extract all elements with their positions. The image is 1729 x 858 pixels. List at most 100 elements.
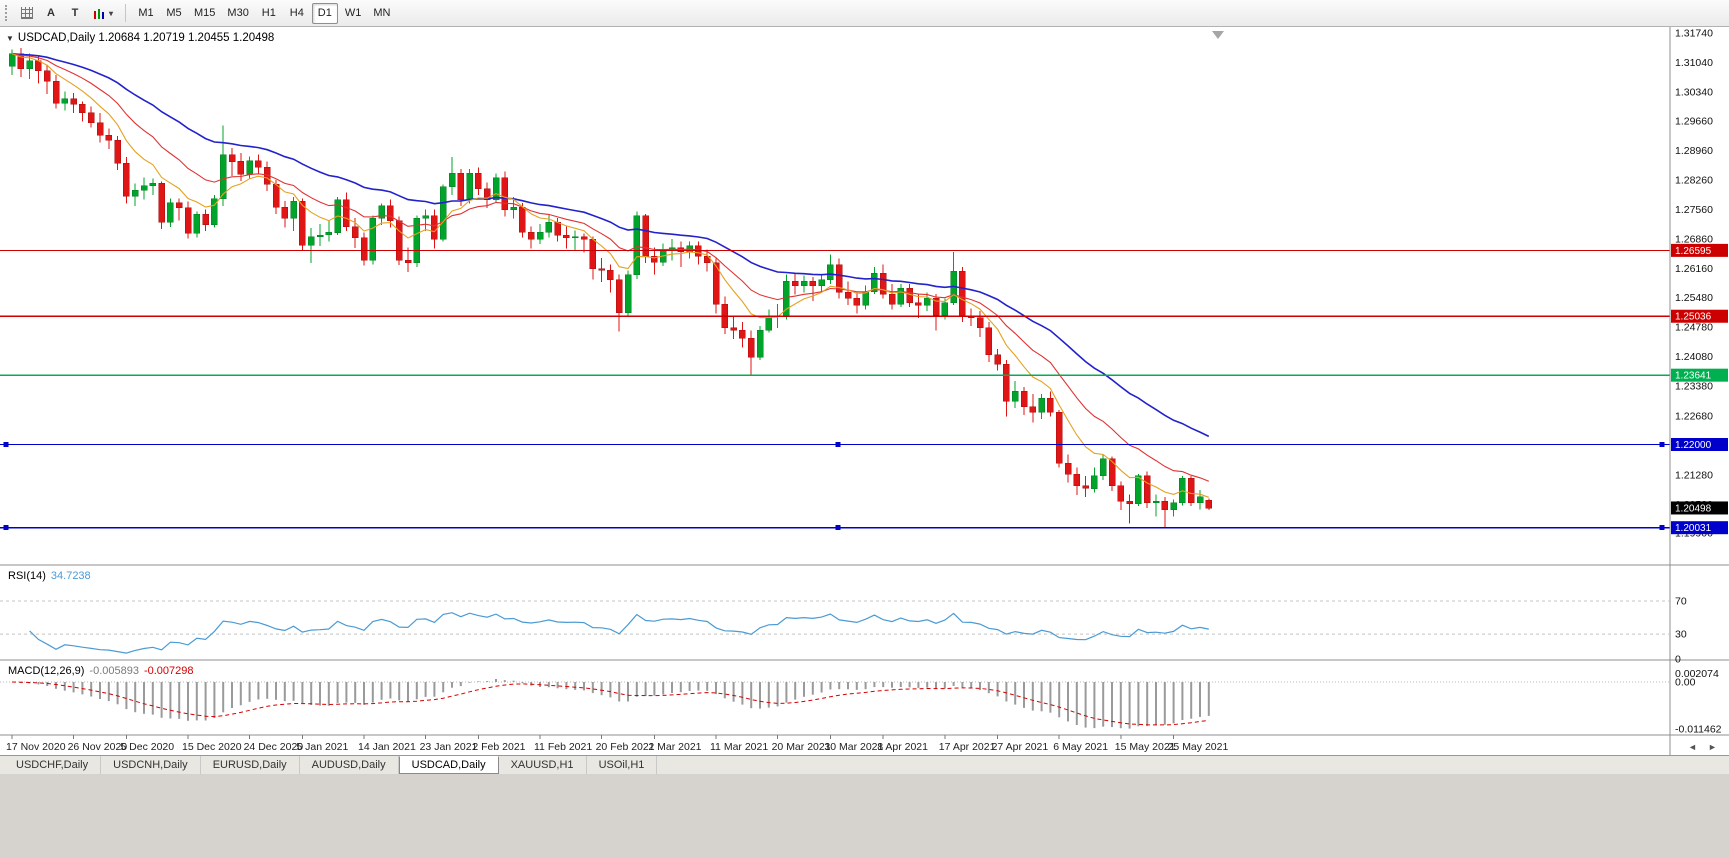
macd-label: MACD(12,26,9) -0.005893 -0.007298: [8, 665, 194, 677]
chart-info-label: ▼ USDCAD,Daily 1.20684 1.20719 1.20455 1.…: [6, 32, 274, 44]
ma-fast-line: [11, 53, 1209, 498]
timeframe-button-h1[interactable]: H1: [256, 3, 282, 24]
price-axis-label: 1.31740: [1675, 27, 1713, 39]
date-axis-label: 11 Mar 2021: [710, 741, 768, 753]
indicators-icon: [93, 6, 106, 20]
chevron-down-icon: ▾: [109, 8, 114, 18]
price-axis[interactable]: 1.31740 1.31040 1.30340 1.29660 1.28960 1.282…: [1671, 27, 1728, 540]
line-handle[interactable]: [3, 525, 9, 531]
date-axis-label: 5 Dec 2020: [120, 741, 174, 753]
rsi-axis-label: 70: [1675, 596, 1687, 608]
price-axis-label: 1.22680: [1675, 410, 1713, 422]
price-axis-label: 1.26860: [1675, 234, 1713, 246]
scroll-right-icon[interactable]: ►: [1708, 742, 1717, 752]
price-axis-label: 1.28260: [1675, 175, 1713, 187]
date-axis-label: 6 May 2021: [1053, 741, 1108, 753]
timeframe-button-w1[interactable]: W1: [340, 3, 367, 24]
line-handle[interactable]: [835, 525, 841, 531]
hline-price-badge-label: 1.20031: [1675, 523, 1712, 534]
line-handle[interactable]: [1659, 442, 1665, 448]
text-tool-button[interactable]: T: [64, 3, 86, 24]
price-axis-label: 1.25480: [1675, 292, 1713, 304]
price-axis-label: 1.27560: [1675, 204, 1713, 216]
timeframe-button-m1[interactable]: M1: [133, 3, 159, 24]
timeframe-button-m15[interactable]: M15: [189, 3, 220, 24]
ma-mid-line: [11, 53, 1210, 482]
rsi-line: [29, 612, 1209, 654]
date-axis-label: 2 Feb 2021: [472, 741, 525, 753]
scroll-left-icon[interactable]: ◄: [1688, 742, 1697, 752]
current-price-badge: [1671, 501, 1728, 515]
chart-tab-xauusd-h1[interactable]: XAUUSD,H1: [499, 756, 587, 774]
date-axis-label: 17 Apr 2021: [939, 741, 996, 753]
horizontal-lines[interactable]: [0, 249, 1670, 531]
current-price-badge-label: 1.20498: [1675, 503, 1712, 514]
macd-axis-label: 0.00: [1675, 677, 1696, 689]
ma-slow-line: [11, 52, 1210, 438]
hline-price-badge-label: 1.26595: [1675, 246, 1712, 257]
hline-price-badge: [1671, 368, 1728, 382]
price-axis-label: 1.26160: [1675, 263, 1713, 275]
date-axis-label: 17 Nov 2020: [6, 741, 66, 753]
macd-signal-line: [11, 681, 1209, 726]
rsi-axis-label: 30: [1675, 629, 1687, 641]
date-axis-label: 20 Mar 2021: [772, 741, 831, 753]
cursor-tool-button[interactable]: A: [40, 3, 62, 24]
hline-price-badge-label: 1.22000: [1675, 440, 1712, 451]
line-handle[interactable]: [3, 442, 9, 448]
timeframe-button-d1[interactable]: D1: [311, 2, 338, 24]
line-handle[interactable]: [835, 442, 841, 448]
timeframe-button-h4[interactable]: H4: [284, 3, 310, 24]
hline-price-badge-label: 1.25036: [1675, 312, 1712, 323]
rsi-label: RSI(14) 34.7238: [8, 570, 91, 582]
date-axis-label: 11 Feb 2021: [534, 741, 592, 753]
chart-tab-bar: USDCHF,Daily USDCNH,Daily EURUSD,Daily AUDU…: [0, 755, 1729, 774]
price-axis-label: 1.23380: [1675, 381, 1713, 393]
chart-shift-marker-icon[interactable]: [1212, 31, 1224, 39]
date-axis-label: 26 Nov 2020: [68, 741, 128, 753]
indicators-button[interactable]: ▾: [88, 3, 118, 24]
timeframe-button-mn[interactable]: MN: [368, 3, 395, 24]
chart-area[interactable]: 1.31740 1.31040 1.30340 1.29660 1.28960 1.282…: [0, 27, 1729, 755]
chart-tab-usdchf-daily[interactable]: USDCHF,Daily: [4, 756, 102, 774]
price-axis-label: 1.29660: [1675, 115, 1713, 127]
date-axis-label: 30 Mar 2021: [824, 741, 883, 753]
date-axis-label: 23 Jan 2021: [420, 741, 478, 753]
chart-tab-usdcnh-daily[interactable]: USDCNH,Daily: [101, 756, 201, 774]
price-axis-label: 1.31040: [1675, 57, 1713, 69]
date-axis-label: 2 Mar 2021: [648, 741, 701, 753]
price-axis-label: 1.24080: [1675, 351, 1713, 363]
chart-tab-usoil-h1[interactable]: USOil,H1: [587, 756, 658, 774]
timeframe-button-m5[interactable]: M5: [161, 3, 187, 24]
chart-background: [0, 27, 1729, 755]
timeframe-button-m30[interactable]: M30: [222, 3, 253, 24]
date-axis-label: 27 Apr 2021: [992, 741, 1049, 753]
macd-axis-label: -0.011462: [1675, 724, 1722, 736]
chart-toolbar: A T ▾ M1 M5 M15 M30 H1 H4 D1 W1 MN: [0, 0, 1729, 27]
date-axis-label: 14 Jan 2021: [358, 741, 416, 753]
date-axis-label: 25 May 2021: [1168, 741, 1229, 753]
hline-price-badge: [1671, 309, 1728, 323]
price-axis-label: 1.30340: [1675, 87, 1713, 99]
rsi-panel: 70 30 0 RSI(14) 34.7238: [0, 570, 1687, 666]
date-axis-label: 15 Dec 2020: [182, 741, 242, 753]
chart-tab-eurusd-daily[interactable]: EURUSD,Daily: [201, 756, 300, 774]
date-axis-label: 5 Jan 2021: [296, 741, 348, 753]
hline-price-badge-label: 1.23641: [1675, 371, 1712, 382]
date-axis-label: 24 Dec 2020: [244, 741, 304, 753]
date-axis-label: 8 Apr 2021: [877, 741, 928, 753]
macd-axis-label: 0.002074: [1675, 668, 1719, 680]
toolbar-separator: [125, 4, 127, 22]
toolbar-grip[interactable]: [5, 5, 10, 21]
chart-tab-usdcad-daily[interactable]: USDCAD,Daily: [398, 756, 499, 774]
line-handle[interactable]: [1659, 525, 1665, 531]
date-axis-label: 15 May 2021: [1115, 741, 1176, 753]
grid-button[interactable]: [16, 3, 38, 24]
hline-price-badge: [1671, 438, 1728, 452]
hline-price-badge: [1671, 521, 1728, 535]
chart-tab-audusd-daily[interactable]: AUDUSD,Daily: [300, 756, 399, 774]
price-axis-label: 1.21280: [1675, 469, 1713, 481]
